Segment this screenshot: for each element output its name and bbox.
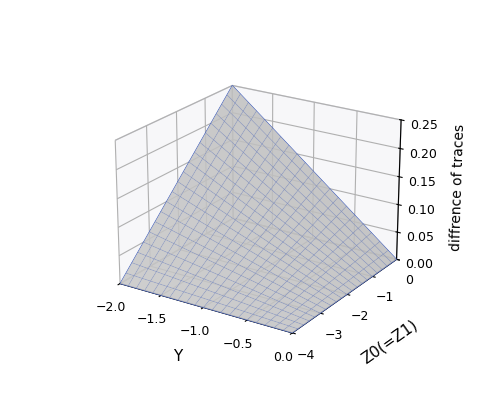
Y-axis label: Z0(=Z1): Z0(=Z1) (360, 316, 420, 366)
X-axis label: Y: Y (172, 348, 182, 364)
